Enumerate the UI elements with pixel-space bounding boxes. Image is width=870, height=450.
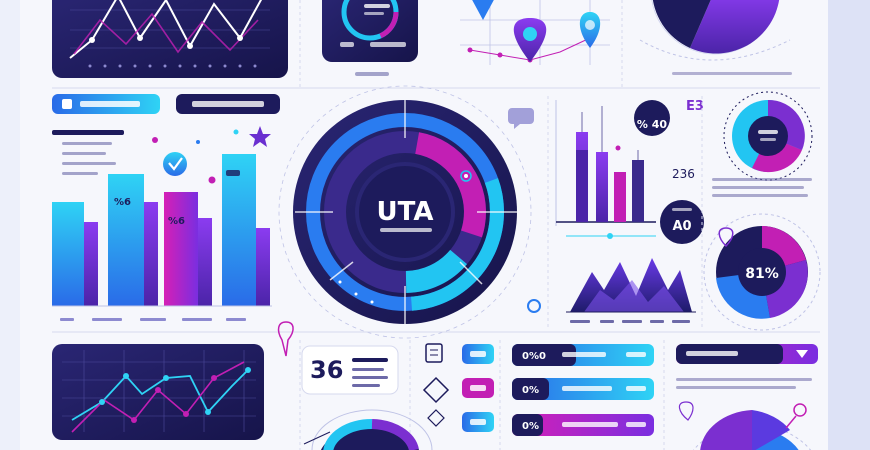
right-donut-bottom: 81% bbox=[703, 213, 821, 331]
bar-1 bbox=[52, 202, 98, 306]
bar-2 bbox=[108, 174, 158, 306]
speech-bubble-icon bbox=[508, 108, 534, 129]
bar-label-a: %6 bbox=[114, 197, 131, 208]
svg-text:0%0: 0%0 bbox=[522, 351, 546, 362]
svg-text:0%: 0% bbox=[522, 421, 539, 432]
bar-4 bbox=[222, 154, 270, 306]
svg-text:% 40: % 40 bbox=[637, 118, 668, 131]
corner-mark: E3 bbox=[686, 99, 704, 114]
top-right-pie bbox=[639, 0, 792, 75]
ring-icon bbox=[527, 299, 541, 313]
svg-text:A0: A0 bbox=[672, 219, 691, 234]
bottom-left-line-chart bbox=[52, 344, 264, 440]
triangle-marker-icon bbox=[472, 0, 494, 20]
right-donut-top bbox=[723, 91, 813, 181]
left-bar-chart: %6 %6 bbox=[52, 126, 272, 321]
right-bar-chart bbox=[555, 100, 656, 239]
peaks-chart bbox=[566, 258, 696, 323]
donut-value-label: 81% bbox=[745, 266, 779, 282]
small-pill-column bbox=[462, 344, 494, 432]
badge-b: A0 bbox=[660, 200, 704, 244]
svg-text:0%: 0% bbox=[522, 385, 539, 396]
diamond-icon bbox=[422, 376, 450, 404]
top-map-grid bbox=[460, 0, 610, 65]
bottom-right-bar bbox=[676, 344, 818, 364]
scroll-icon bbox=[425, 343, 443, 363]
bar-label-b: %6 bbox=[168, 216, 185, 227]
top-center-device bbox=[322, 0, 418, 62]
bottom-right-donut bbox=[678, 401, 811, 450]
dial-title: UTA bbox=[377, 197, 434, 227]
top-left-line-chart bbox=[52, 0, 288, 78]
star-icon bbox=[249, 126, 271, 147]
stat-number: 36 bbox=[310, 356, 343, 384]
progress-bar-1: 0%0 bbox=[512, 344, 654, 366]
progress-bar-2: 0% bbox=[512, 378, 654, 400]
badge-a: % 40 bbox=[634, 100, 670, 136]
location-pin-outline-icon bbox=[718, 227, 734, 248]
header-pill-cyan[interactable] bbox=[52, 94, 160, 114]
bar-3 bbox=[164, 192, 212, 306]
shield-check-icon bbox=[163, 152, 187, 176]
stat-card: 36 bbox=[301, 345, 399, 395]
badge-c-label: 236 bbox=[672, 167, 695, 181]
header-pill-navy[interactable] bbox=[176, 94, 280, 114]
central-dial: UTA bbox=[278, 85, 532, 339]
bottom-center-donut bbox=[303, 409, 433, 450]
progress-bar-3: 0% bbox=[512, 414, 654, 436]
